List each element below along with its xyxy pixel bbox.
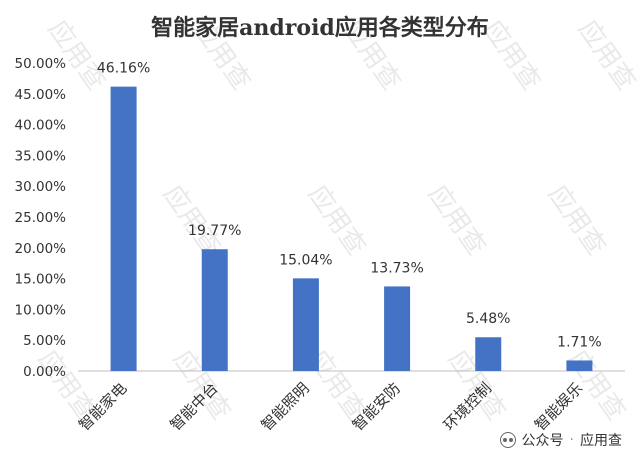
data-labels-group: 46.16% 19.77% 15.04% 13.73% 5.48% 1.71% bbox=[97, 61, 602, 351]
y-tick-label: 40.00% bbox=[15, 118, 67, 134]
bar bbox=[566, 360, 593, 371]
x-tick-label: 智能照明 bbox=[258, 379, 313, 434]
watermark-text: 应用查 bbox=[302, 180, 371, 261]
bar bbox=[110, 86, 137, 371]
y-tick-label: 5.00% bbox=[23, 333, 66, 349]
watermark-text: 应用查 bbox=[422, 180, 491, 261]
x-tick-label: 智能娱乐 bbox=[531, 379, 586, 434]
footer-account-name: 应用查 bbox=[580, 433, 622, 449]
y-tick-label: 45.00% bbox=[15, 87, 67, 103]
footer-separator: · bbox=[569, 432, 574, 448]
y-tick-label: 35.00% bbox=[15, 148, 67, 164]
watermark-text: 应用查 bbox=[572, 15, 640, 96]
watermark-text: 应用查 bbox=[157, 180, 226, 261]
y-tick-label: 50.00% bbox=[15, 56, 67, 72]
bars-group bbox=[110, 86, 593, 371]
footer-account-label: 公众号 bbox=[521, 433, 564, 449]
data-label: 46.16% bbox=[97, 61, 150, 77]
data-label: 13.73% bbox=[370, 260, 423, 276]
y-tick-label: 0.00% bbox=[23, 364, 66, 380]
y-tick-label: 20.00% bbox=[15, 241, 67, 257]
bar bbox=[384, 286, 411, 371]
watermark-text: 应用查 bbox=[542, 180, 611, 261]
data-label: 5.48% bbox=[466, 311, 510, 327]
y-tick-label: 10.00% bbox=[15, 302, 67, 318]
chart-title: 智能家居android应用各类型分布 bbox=[151, 15, 489, 41]
wechat-official-account-icon bbox=[499, 432, 516, 448]
data-label: 1.71% bbox=[557, 334, 601, 350]
bar bbox=[201, 249, 228, 371]
data-label: 19.77% bbox=[188, 223, 241, 239]
y-tick-label: 15.00% bbox=[15, 272, 67, 288]
footer-attribution: 公众号 · 应用查 bbox=[499, 430, 622, 450]
data-label: 15.04% bbox=[279, 252, 332, 268]
y-axis: 0.00% 5.00% 10.00% 15.00% 20.00% 25.00% 30.00%… bbox=[15, 56, 67, 380]
bar bbox=[292, 278, 319, 371]
y-tick-label: 30.00% bbox=[15, 179, 67, 195]
bar bbox=[475, 337, 502, 371]
y-tick-label: 25.00% bbox=[15, 210, 67, 226]
